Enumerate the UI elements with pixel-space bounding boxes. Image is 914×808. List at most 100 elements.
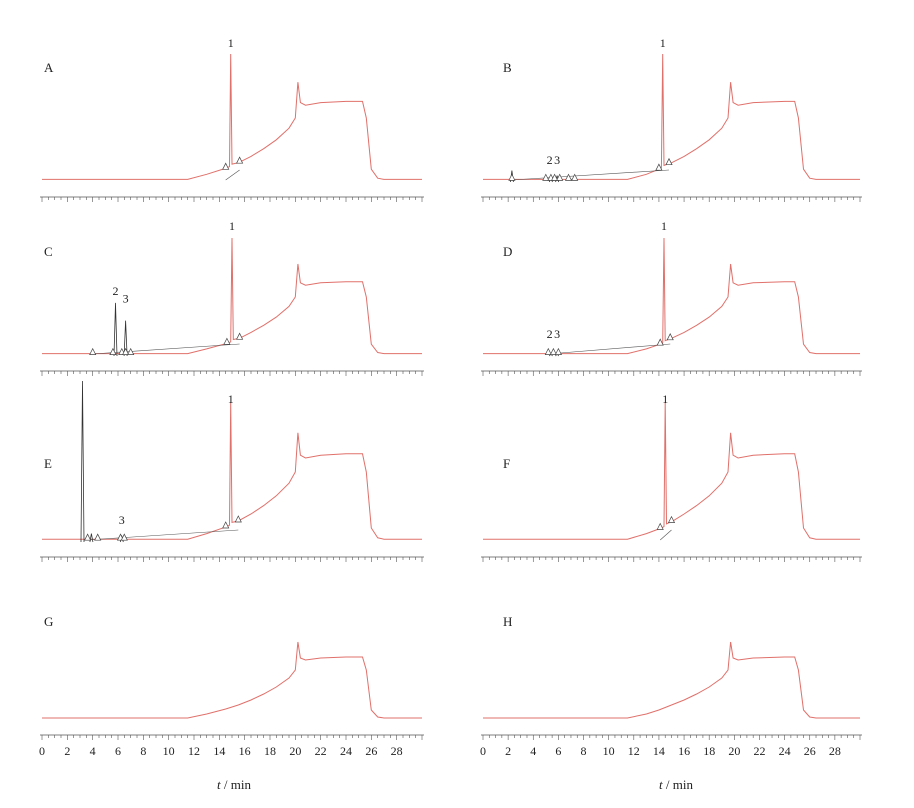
integration-marker bbox=[666, 333, 674, 341]
integration-marker bbox=[549, 347, 557, 355]
integration-baseline bbox=[87, 529, 239, 541]
panel-f: F1 bbox=[481, 392, 862, 562]
peak-label-1: 1 bbox=[660, 36, 666, 50]
integration-marker bbox=[236, 156, 244, 164]
x-tick-label: 14 bbox=[653, 744, 665, 758]
peak-label-3: 3 bbox=[123, 292, 129, 306]
bottom-axes: 0 2 4 6 8 10 12 14 16 18 20 22 24 26 28 0 2 4 6 8 10 12 14 16 18… bbox=[39, 744, 841, 758]
x-tick-label: 26 bbox=[804, 744, 816, 758]
x-tick-label: 4 bbox=[90, 744, 96, 758]
panel-c: C 1 23 bbox=[40, 219, 424, 376]
integration-marker bbox=[122, 347, 130, 355]
panel-label-c: C bbox=[44, 244, 53, 259]
panel-label-f: F bbox=[503, 456, 510, 471]
integration-marker bbox=[127, 347, 135, 355]
minor-peak bbox=[89, 533, 94, 543]
integration-marker bbox=[556, 173, 564, 181]
peak-label-3: 3 bbox=[554, 153, 560, 167]
peak-label-1: 1 bbox=[228, 36, 234, 50]
integration-marker bbox=[571, 173, 579, 181]
integration-marker bbox=[508, 173, 516, 181]
x-tick-label: 2 bbox=[64, 744, 70, 758]
panel-d: D 1 2 3 bbox=[481, 219, 862, 376]
panel-label-b: B bbox=[503, 60, 512, 75]
x-tick-label: 2 bbox=[505, 744, 511, 758]
panel-label-g: G bbox=[44, 614, 53, 629]
panel-label-e: E bbox=[44, 456, 52, 471]
panel-g: G bbox=[40, 614, 424, 740]
integration-marker bbox=[89, 347, 97, 355]
peak-label-2: 2 bbox=[547, 327, 553, 341]
trace-line bbox=[483, 641, 860, 719]
integration-marker bbox=[542, 173, 550, 181]
x-tick-label: 6 bbox=[115, 744, 121, 758]
trace-line bbox=[483, 53, 860, 180]
integration-baseline bbox=[225, 169, 240, 181]
x-tick-label: 4 bbox=[530, 744, 536, 758]
x-tick-label: 28 bbox=[391, 744, 403, 758]
integration-marker bbox=[222, 521, 230, 529]
x-tick-label: 16 bbox=[239, 744, 251, 758]
minor-peak bbox=[123, 320, 128, 357]
integration-marker bbox=[655, 163, 663, 171]
integration-marker bbox=[109, 347, 117, 355]
x-tick-label: 18 bbox=[703, 744, 715, 758]
minor-peak bbox=[80, 380, 85, 543]
x-tick-label: 22 bbox=[315, 744, 327, 758]
x-tick-label: 16 bbox=[678, 744, 690, 758]
integration-marker bbox=[84, 533, 92, 541]
x-tick-label: 22 bbox=[753, 744, 765, 758]
integration-marker bbox=[656, 338, 664, 346]
integration-baseline bbox=[548, 343, 671, 355]
x-tick-label: 28 bbox=[829, 744, 841, 758]
x-axis-title-right: t / min bbox=[659, 777, 693, 792]
x-tick-label: 10 bbox=[163, 744, 175, 758]
integration-baseline bbox=[92, 343, 240, 355]
peak-label-2: 2 bbox=[112, 284, 118, 298]
integration-marker bbox=[223, 337, 231, 345]
integration-marker bbox=[222, 162, 230, 170]
x-axis-title-left: t / min bbox=[217, 777, 251, 792]
x-tick-label: 0 bbox=[480, 744, 486, 758]
peak-label-1: 1 bbox=[228, 392, 234, 406]
panel-label-d: D bbox=[503, 244, 512, 259]
minor-peak bbox=[113, 302, 118, 357]
x-tick-label: 24 bbox=[779, 744, 791, 758]
trace-line bbox=[42, 237, 422, 355]
x-tick-label: 8 bbox=[140, 744, 146, 758]
x-tick-label: 20 bbox=[728, 744, 740, 758]
integration-marker bbox=[551, 173, 559, 181]
integration-baseline bbox=[659, 529, 672, 541]
integration-marker bbox=[667, 515, 676, 523]
x-tick-label: 18 bbox=[264, 744, 276, 758]
integration-marker bbox=[544, 347, 552, 355]
trace-line bbox=[42, 401, 422, 540]
x-tick-label: 12 bbox=[188, 744, 200, 758]
trace-line bbox=[42, 641, 422, 719]
peak-label-1: 1 bbox=[229, 219, 235, 233]
x-tick-label: 12 bbox=[628, 744, 640, 758]
x-tick-label: 20 bbox=[289, 744, 301, 758]
integration-marker bbox=[656, 522, 664, 530]
panel-label-a: A bbox=[44, 60, 54, 75]
panel-e: E 1 3 bbox=[40, 380, 424, 562]
x-tick-label: 24 bbox=[340, 744, 352, 758]
panel-h: H bbox=[481, 614, 862, 740]
panel-b: B 1 2 3 bbox=[481, 36, 862, 202]
peak-label-1: 1 bbox=[662, 392, 668, 406]
panel-a: A1 bbox=[40, 36, 424, 202]
integration-marker bbox=[120, 533, 128, 541]
x-tick-label: 10 bbox=[603, 744, 615, 758]
peak-label-3: 3 bbox=[554, 327, 560, 341]
integration-marker bbox=[94, 533, 102, 541]
x-tick-label: 8 bbox=[581, 744, 587, 758]
trace-line bbox=[483, 401, 860, 540]
integration-marker bbox=[665, 157, 673, 166]
integration-marker bbox=[554, 347, 562, 355]
x-tick-label: 14 bbox=[213, 744, 225, 758]
integration-baseline bbox=[511, 169, 670, 181]
peak-label-3: 3 bbox=[119, 513, 125, 527]
integration-marker bbox=[564, 173, 573, 181]
